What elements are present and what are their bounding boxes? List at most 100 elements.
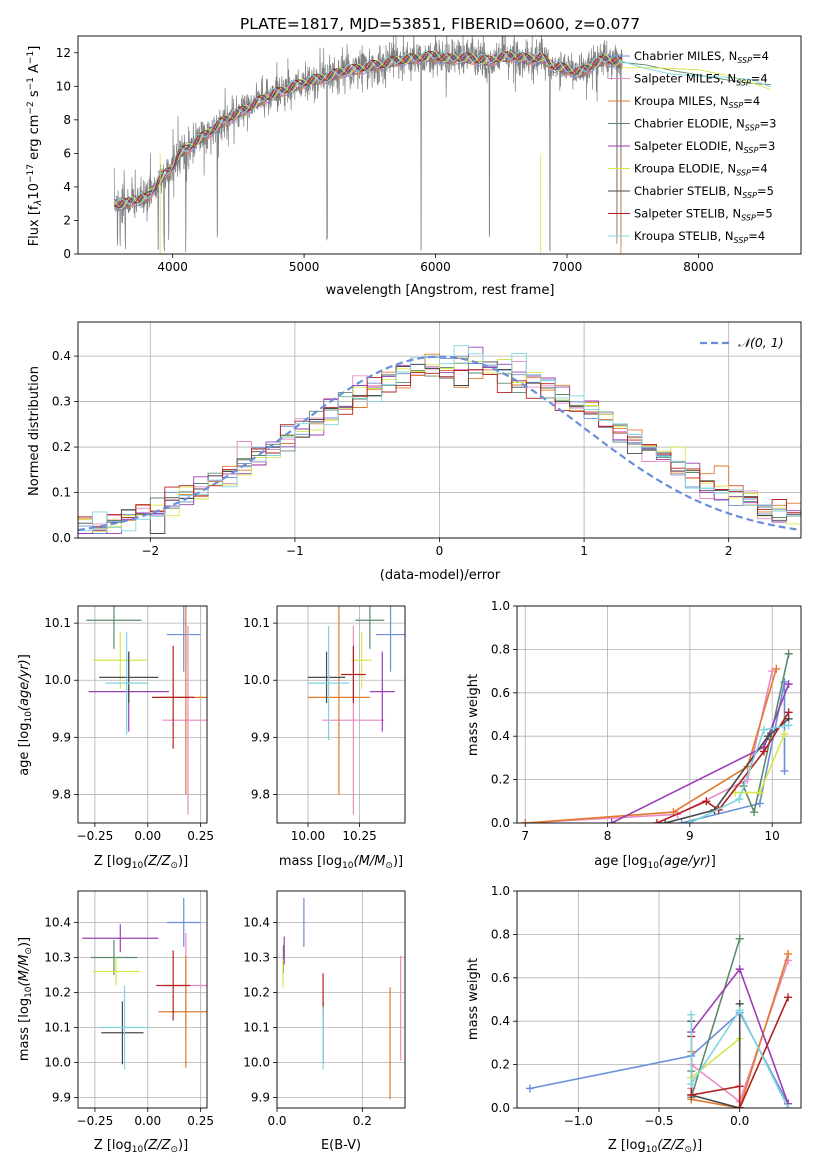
legend-suffix: =4 xyxy=(751,162,768,176)
series-marker-7 xyxy=(759,747,768,756)
age-mass-xlabel-close: )] xyxy=(393,854,403,869)
y-tick-label: 2 xyxy=(63,213,71,227)
mass-z-ylabel-close: )] xyxy=(17,937,32,947)
y-tick-label: 0.4 xyxy=(491,729,510,743)
y-tick-label: 10.2 xyxy=(44,986,71,1000)
mw-age-xlabel: age [log10(age/yr)] xyxy=(594,854,716,871)
age-mass-xlabel-sub: 10 xyxy=(342,861,354,871)
y-tick-label: 10 xyxy=(56,79,71,93)
x-tick-label: −0.5 xyxy=(644,1114,673,1128)
residuals-panel: −2 −1 0 1 2 0.0 0.1 0.2 0.3 0.4 𝒩(0, 1) xyxy=(52,321,802,558)
x-tick-label: 0 xyxy=(436,544,444,558)
y-tick-label: 10.0 xyxy=(44,1056,71,1070)
x-tick-label: −0.25 xyxy=(77,829,114,843)
legend-label-4: Salpeter ELODIE, NSSP=3 xyxy=(634,139,775,155)
y-tick-label: 12 xyxy=(56,46,71,60)
age-z-xlabel-math: (Z/Z xyxy=(143,854,171,869)
series-marker-0 xyxy=(525,1084,534,1093)
age-vs-mass-panel: 10.00 10.25 9.8 9.9 10.0 10.1 xyxy=(243,605,406,843)
legend-suffix: =3 xyxy=(758,139,775,153)
age-mass-xlabel: mass [log10(M/M⊙)] xyxy=(279,854,403,871)
legend-label-5: Kroupa ELODIE, NSSP=4 xyxy=(634,162,768,178)
legend-label-7: Salpeter STELIB, NSSP=5 xyxy=(634,207,773,223)
y-tick-label: 10.4 xyxy=(243,916,270,930)
series-marker-6 xyxy=(661,819,670,823)
y-tick-label: 0.6 xyxy=(491,971,510,985)
x-tick-label: 0.25 xyxy=(187,829,214,843)
mw-z-xlabel-close: )] xyxy=(692,1138,702,1153)
series-marker-8 xyxy=(759,725,768,734)
y-tick-label: 10.4 xyxy=(44,916,71,930)
age-z-xlabel: Z [log10(Z/Z⊙)] xyxy=(94,854,188,871)
series-line-1 xyxy=(525,670,773,823)
series-line-2 xyxy=(525,668,778,823)
mass-ebv-xlabel: E(B-V) xyxy=(321,1138,361,1153)
series-marker-0 xyxy=(677,819,686,823)
age-vs-z-panel: −0.25 0.00 0.25 9.8 9.9 10.0 10.1 xyxy=(44,605,214,843)
series-marker-7 xyxy=(652,819,661,823)
mw-z-xlabel-math: (Z/Z xyxy=(657,1138,685,1153)
series-marker-8 xyxy=(735,795,744,804)
y-tick-label: 10.3 xyxy=(44,951,71,965)
x-tick-label: 8 xyxy=(604,829,612,843)
legend-suffix: =4 xyxy=(751,72,768,86)
legend-sub: SSP xyxy=(729,101,744,110)
x-tick-label: 9 xyxy=(686,829,694,843)
y-tick-label: 0.2 xyxy=(52,440,71,454)
y-tick-label: 10.0 xyxy=(243,1056,270,1070)
legend-label-8: Kroupa STELIB, NSSP=4 xyxy=(634,229,765,245)
x-tick-label: 0.0 xyxy=(730,1114,749,1128)
legend-sub: SSP xyxy=(744,146,759,155)
y-tick-label: 10.1 xyxy=(243,616,270,630)
series-marker-7 xyxy=(784,993,793,1002)
series-marker-4 xyxy=(735,965,744,974)
x-tick-label: −2 xyxy=(141,544,159,558)
legend-text: Chabrier STELIB, N xyxy=(634,184,742,198)
chart-title: PLATE=1817, MJD=53851, FIBERID=0600, z=0… xyxy=(240,15,640,33)
x-tick-label: 2 xyxy=(725,544,733,558)
age-z-xlabel-text: Z [log xyxy=(94,854,132,869)
legend-suffix: =4 xyxy=(743,94,760,108)
series-marker-5 xyxy=(780,730,789,739)
y-tick-label: 6 xyxy=(63,146,71,160)
mw-age-ylabel: mass weight xyxy=(466,674,481,756)
spectrum-panel: 4000 5000 6000 7000 8000 0 2 4 6 8 10 12 Chabrier MI… xyxy=(56,35,802,274)
series-line-8 xyxy=(689,724,789,823)
legend-sub: SSP xyxy=(736,169,751,178)
legend-text: Salpeter MILES, N xyxy=(634,72,736,86)
x-tick-label: −1.0 xyxy=(564,1114,593,1128)
y-tick-label: 1.0 xyxy=(491,599,510,613)
mw-age-xlabel-text: age [log xyxy=(594,854,647,869)
y-tick-label: 10.1 xyxy=(243,1021,270,1035)
legend-label-3: Chabrier ELODIE, NSSP=3 xyxy=(634,117,776,133)
y-tick-label: 0.0 xyxy=(52,531,71,545)
age-z-ylabel-close: ] xyxy=(17,654,32,659)
residuals-ylabel: Normed distribution xyxy=(27,366,42,496)
y-tick-label: 0.3 xyxy=(52,395,71,409)
y-tick-label: 0.0 xyxy=(491,816,510,830)
series-marker-7 xyxy=(702,797,711,806)
legend-suffix: =4 xyxy=(748,229,765,243)
legend-label-1: Salpeter MILES, NSSP=4 xyxy=(634,72,768,88)
y-tick-label: 10.1 xyxy=(44,1021,71,1035)
age-z-xlabel-sun: ⊙ xyxy=(170,861,178,871)
spectrum-ylabel-exp2: −2 xyxy=(26,101,36,114)
legend-sub: SSP xyxy=(741,214,756,223)
legend-text: Salpeter STELIB, N xyxy=(634,207,741,221)
y-tick-label: 9.9 xyxy=(52,730,71,744)
spectrum-ylabel-close: ] xyxy=(27,46,42,51)
mass-weight-vs-z-panel: −1.0 −0.5 0.0 0.0 0.2 0.4 0.6 0.8 1.0 xyxy=(491,884,802,1128)
legend-text: Salpeter ELODIE, N xyxy=(634,139,744,153)
axes-frame xyxy=(77,321,802,539)
model-line-4 xyxy=(114,51,623,210)
y-tick-label: 0.1 xyxy=(52,486,71,500)
y-tick-label: 0 xyxy=(63,247,71,261)
mass-z-xlabel-close: )] xyxy=(178,1138,188,1153)
spectrum-ylabel-scale: 10 xyxy=(27,183,42,200)
age-z-ylabel-text: age [log xyxy=(17,723,32,776)
x-tick-label: 1 xyxy=(580,544,588,558)
y-tick-label: 0.6 xyxy=(491,686,510,700)
legend-text: Kroupa STELIB, N xyxy=(634,229,734,243)
series-marker-8 xyxy=(784,721,793,730)
legend-sub: SSP xyxy=(745,124,760,133)
